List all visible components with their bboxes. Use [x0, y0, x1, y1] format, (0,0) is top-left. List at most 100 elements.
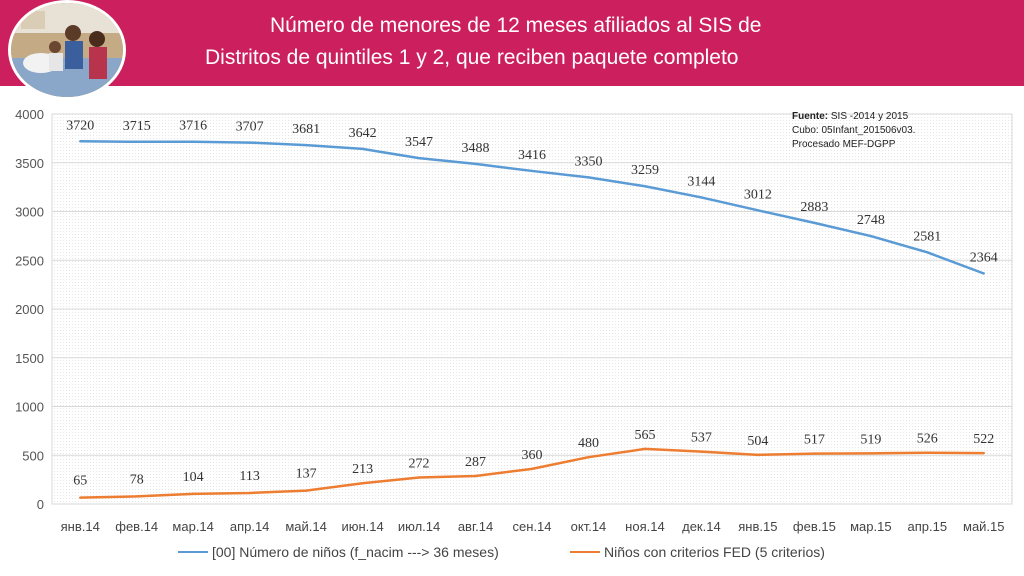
y-tick-label: 4000	[15, 107, 44, 122]
data-point	[869, 234, 873, 238]
x-tick-label: окт.14	[571, 519, 607, 534]
x-tick-label: мар.15	[850, 519, 891, 534]
data-point	[79, 140, 82, 143]
data-label: 137	[296, 467, 317, 482]
x-tick-label: дек.14	[682, 519, 721, 534]
gridlines	[52, 113, 1012, 505]
legend-label-series-1: [00] Número de niños (f_nacim ---> 36 me…	[212, 544, 499, 560]
data-label: 3716	[179, 119, 207, 134]
x-tick-label: авг.14	[458, 519, 493, 534]
data-label: 526	[917, 432, 938, 447]
data-label: 104	[183, 470, 204, 485]
data-point	[191, 140, 195, 143]
header-banner	[0, 0, 1024, 86]
data-point	[926, 251, 929, 254]
data-label: 287	[465, 455, 486, 470]
data-label: 2748	[857, 213, 885, 228]
data-label: 565	[634, 428, 655, 443]
data-label: 3488	[462, 141, 490, 156]
data-point	[587, 176, 590, 179]
x-axis-ticks: янв.14 фев.14 мар.14 апр.14 май.14 июн.14 июл.…	[61, 519, 1005, 534]
series-lines	[79, 140, 985, 499]
chart-title-line-2: Distritos de quintiles 1 y 2, que recibe…	[205, 46, 739, 69]
data-point	[304, 143, 308, 147]
data-point	[813, 452, 816, 455]
x-tick-label: фев.15	[793, 519, 836, 534]
data-point	[361, 482, 364, 485]
data-label: 480	[578, 436, 599, 451]
data-point	[587, 456, 590, 459]
data-label: 522	[973, 432, 994, 447]
x-tick-label: ноя.14	[625, 519, 665, 534]
data-label: 113	[239, 469, 259, 484]
data-label: 360	[522, 448, 543, 463]
x-tick-label: апр.14	[230, 519, 270, 534]
data-label: 3720	[66, 118, 94, 133]
y-tick-label: 3000	[15, 205, 44, 220]
data-point	[417, 156, 421, 160]
data-point	[474, 474, 477, 478]
data-point	[248, 491, 251, 495]
source-label: Fuente:	[792, 111, 829, 122]
y-axis-ticks: 0 500 1000 1500 2000 2500 3000 3500 4000	[15, 107, 44, 512]
data-point	[643, 447, 647, 451]
y-tick-label: 3500	[15, 156, 44, 171]
legend-item-series-1: [00] Número de niños (f_nacim ---> 36 me…	[178, 544, 499, 560]
source-line-1: SIS -2014 y 2015	[830, 111, 909, 122]
x-tick-label: янв.15	[738, 519, 777, 534]
data-label: 272	[409, 456, 430, 471]
x-tick-label: май.15	[963, 519, 1005, 534]
x-tick-label: сен.14	[513, 519, 552, 534]
data-label: 3681	[292, 122, 320, 137]
data-point	[248, 141, 251, 144]
data-point	[135, 495, 138, 498]
data-point	[643, 185, 647, 188]
data-point	[417, 476, 421, 479]
data-label: 504	[747, 434, 768, 449]
data-labels: 3720 3715 3716 3707 3681 3642 3547 3488 3416 3350…	[66, 118, 998, 488]
data-point	[530, 467, 534, 471]
legend-swatch-series-1	[178, 551, 208, 553]
x-tick-label: янв.14	[61, 519, 100, 534]
data-point	[304, 489, 308, 492]
data-label: 3707	[236, 120, 264, 135]
chart-title-line-1: Número de menores de 12 meses afiliados …	[270, 14, 762, 37]
data-point	[756, 453, 760, 457]
data-label: 65	[73, 474, 87, 489]
header-divider	[0, 86, 1024, 90]
data-label: 519	[860, 432, 881, 447]
data-point	[982, 272, 985, 275]
data-point	[869, 452, 873, 455]
data-label: 537	[691, 431, 712, 446]
x-tick-label: апр.15	[908, 519, 948, 534]
data-point	[982, 451, 985, 455]
y-tick-label: 1500	[15, 351, 44, 366]
data-label: 78	[130, 472, 144, 487]
header-photo	[8, 0, 126, 100]
data-label: 2581	[913, 229, 941, 244]
data-point	[361, 147, 364, 151]
y-tick-label: 2500	[15, 253, 44, 268]
data-point	[700, 450, 703, 453]
data-point	[79, 496, 82, 499]
y-tick-label: 0	[37, 497, 44, 512]
legend: [00] Número de niños (f_nacim ---> 36 me…	[0, 544, 1024, 568]
x-tick-label: фев.14	[115, 519, 158, 534]
legend-item-series-2: Niños con criterios FED (5 criterios)	[570, 544, 825, 560]
data-point	[756, 209, 760, 212]
data-point	[474, 162, 477, 166]
data-label: 213	[352, 462, 373, 477]
data-point	[700, 196, 703, 199]
data-label: 3012	[744, 187, 772, 202]
y-tick-label: 2000	[15, 302, 44, 317]
x-tick-label: июн.14	[341, 519, 383, 534]
data-label: 3350	[574, 154, 602, 169]
data-point	[135, 140, 138, 143]
data-label: 2883	[800, 200, 828, 215]
y-tick-label: 1000	[15, 400, 44, 415]
data-label: 3715	[123, 119, 151, 134]
data-point	[926, 451, 929, 454]
x-tick-label: май.14	[285, 519, 327, 534]
source-line-3: Procesado MEF-DGPP	[792, 139, 896, 150]
